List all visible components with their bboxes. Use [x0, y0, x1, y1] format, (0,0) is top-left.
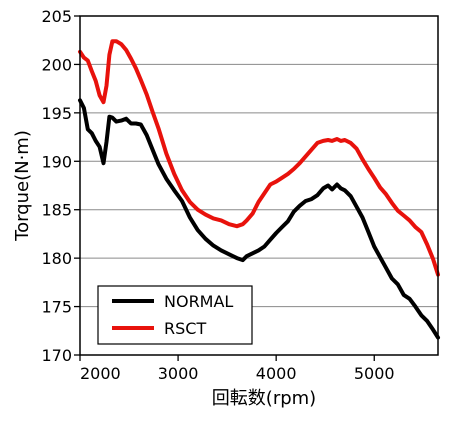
legend-label-normal: NORMAL	[164, 292, 233, 311]
y-tick-label: 180	[41, 249, 72, 268]
y-tick-label: 170	[41, 346, 72, 365]
legend: NORMAL RSCT	[97, 285, 253, 345]
x-tick-label: 2000	[80, 364, 121, 383]
grid-lines	[80, 63, 438, 308]
y-axis-title: Torque(N·m)	[12, 130, 33, 242]
x-axis-title: 回転数(rpm)	[212, 388, 316, 409]
legend-label-rsct: RSCT	[164, 319, 206, 338]
series-line-normal	[78, 98, 440, 340]
axis-ticks: 170 175 180 185 190 195 200 205 2000 3000 4000 5000	[41, 7, 394, 383]
series-line-rsct	[78, 39, 440, 277]
y-tick-label: 175	[41, 298, 72, 317]
y-tick-label: 185	[41, 201, 72, 220]
x-tick-label: 3000	[158, 364, 199, 383]
series-lines	[78, 39, 440, 340]
y-tick-label: 195	[41, 104, 72, 123]
plot-frame	[79, 15, 439, 356]
y-tick-label: 200	[41, 55, 72, 74]
y-tick-label: 190	[41, 152, 72, 171]
x-tick-label: 5000	[354, 364, 395, 383]
y-tick-label: 205	[41, 7, 72, 26]
x-tick-label: 4000	[256, 364, 297, 383]
legend-box	[97, 285, 253, 345]
